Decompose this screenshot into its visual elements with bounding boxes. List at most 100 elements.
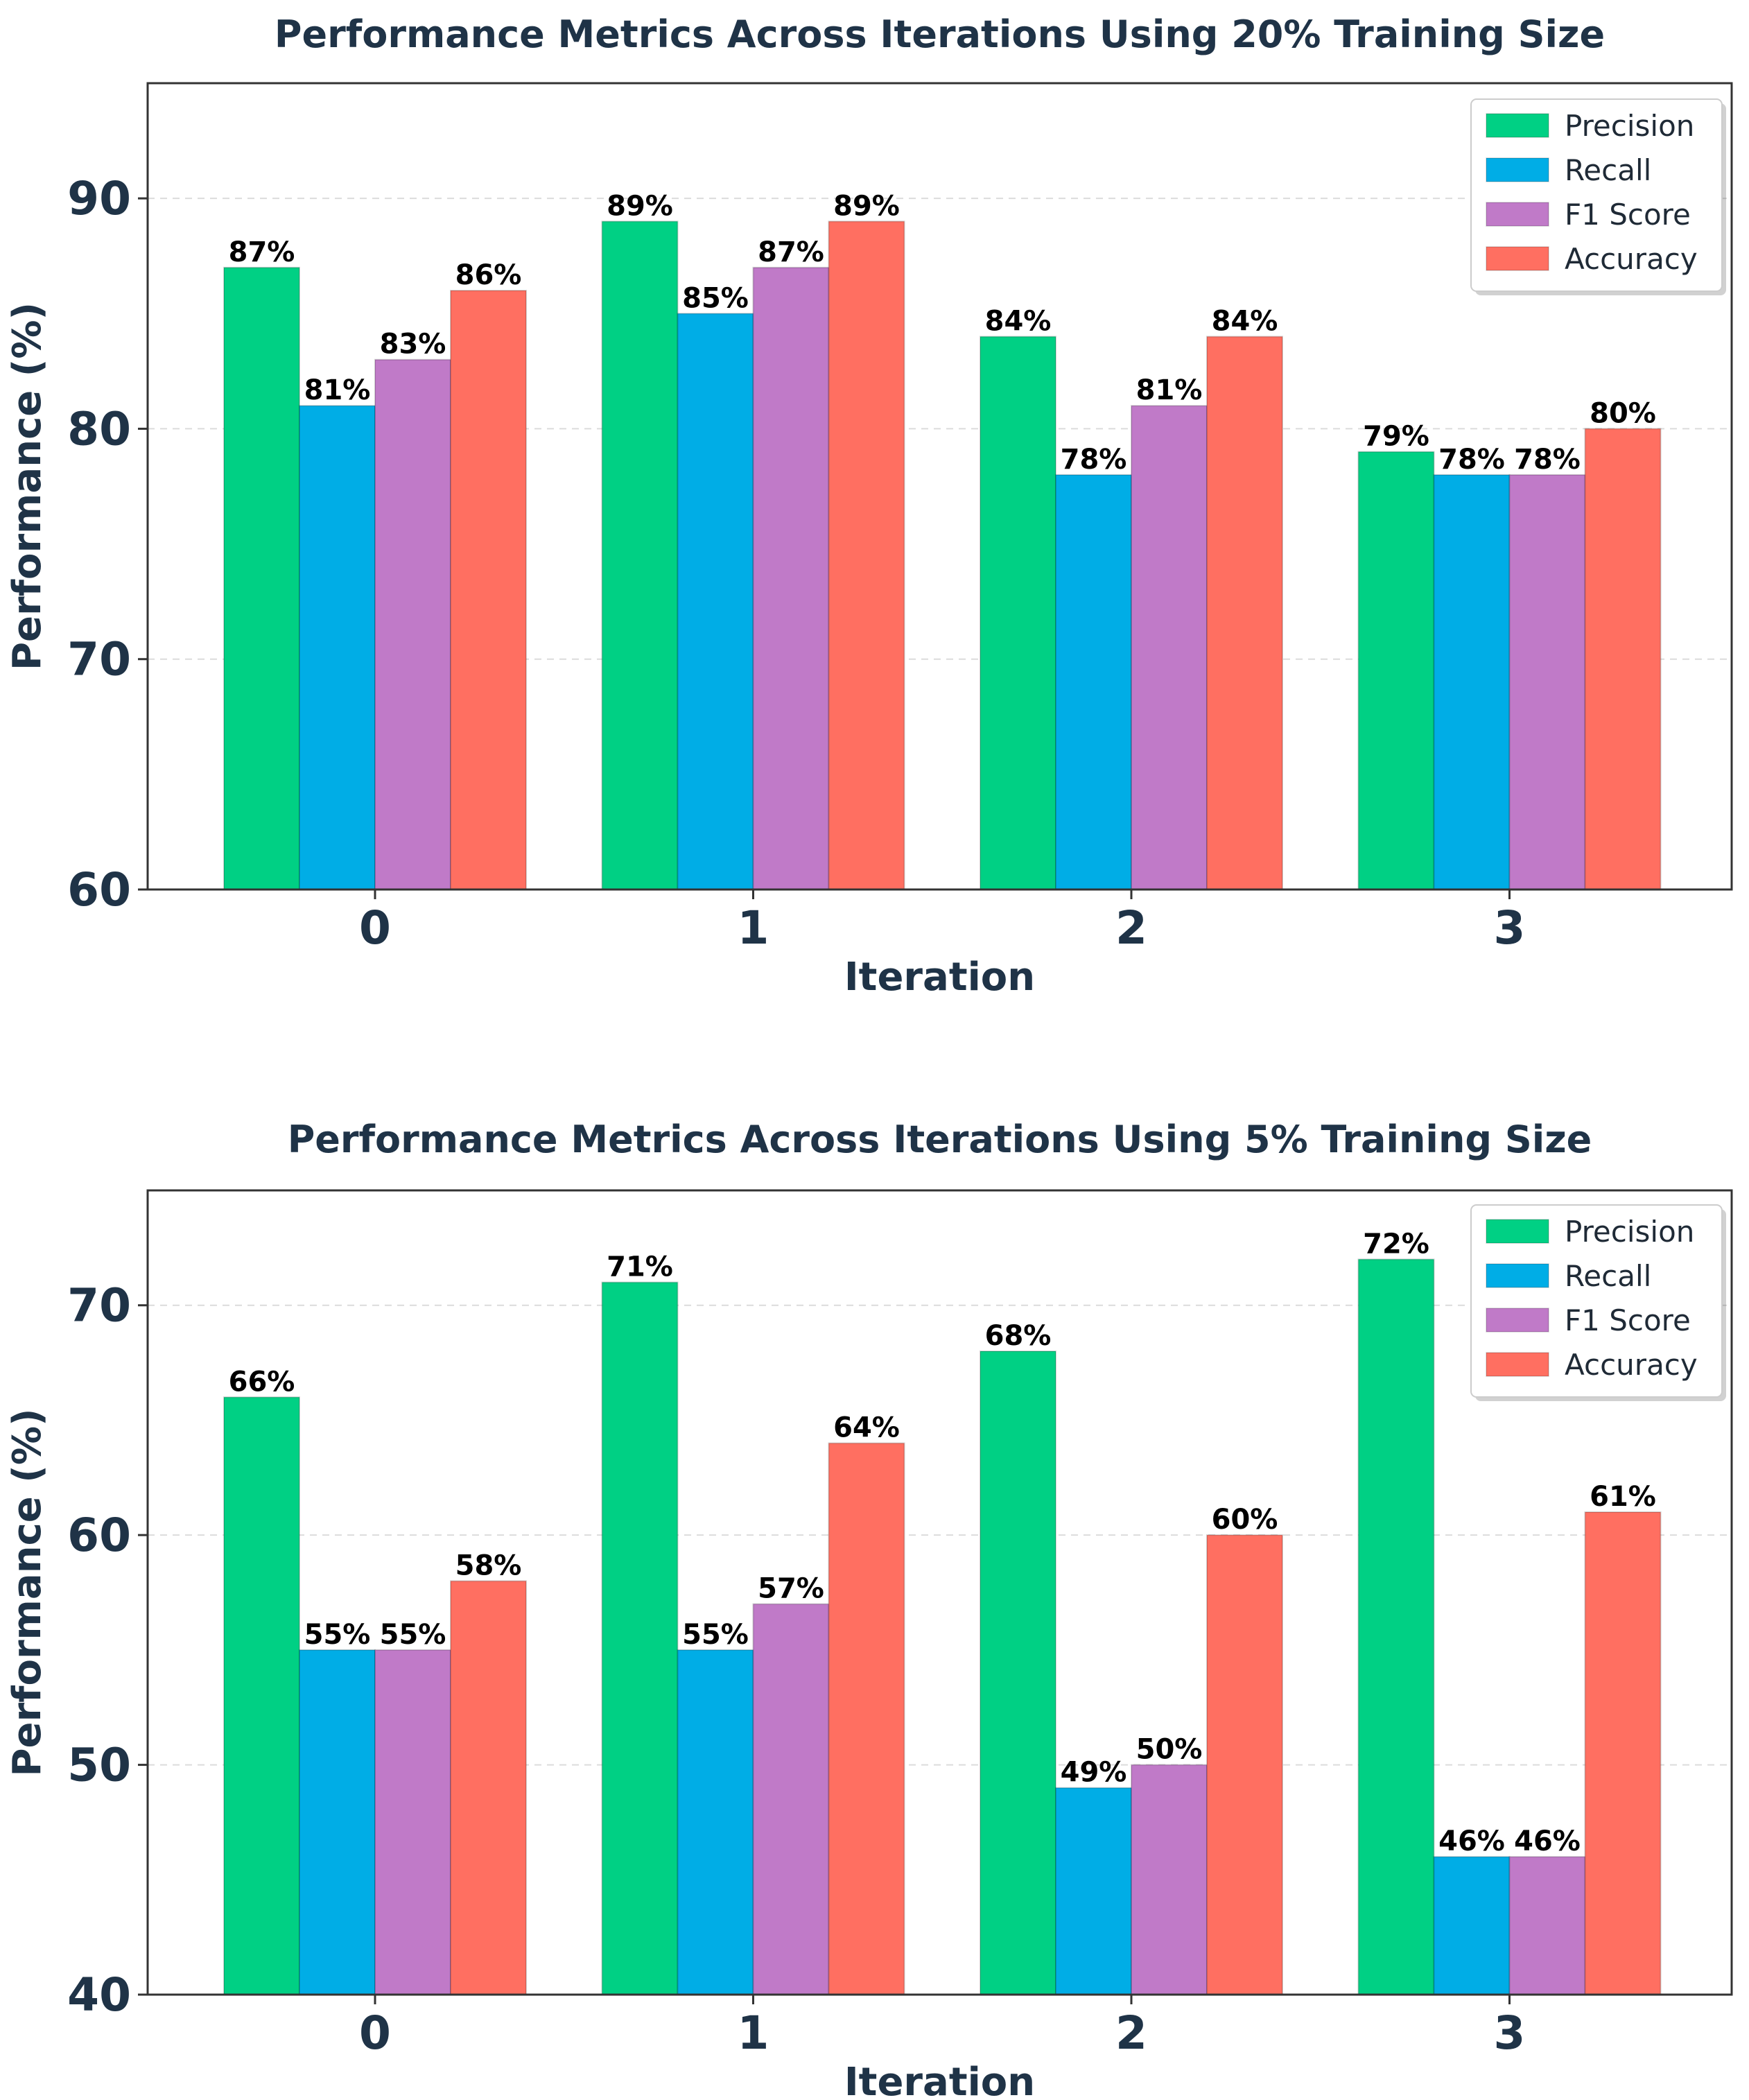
legend-label-f1-score: F1 Score [1565,198,1691,232]
data-label-recall-iter-1: 55% [682,1619,749,1651]
legend-box [1470,1204,1723,1398]
bar-recall-iter-3 [1433,474,1511,890]
data-label-f1-score-iter-0: 55% [380,1619,446,1651]
plot-frame [146,82,1733,891]
bar-precision-iter-2 [980,1351,1056,1995]
data-label-precision-iter-3: 79% [1363,421,1429,453]
legend-label-recall: Recall [1565,1259,1651,1293]
bar-recall-iter-3 [1433,1856,1511,1995]
data-label-recall-iter-1: 85% [682,282,749,314]
legend-swatch-accuracy [1486,246,1549,271]
y-tick-label: 80 [67,402,131,455]
data-label-f1-score-iter-1: 87% [758,236,824,268]
bar-precision-iter-3 [1357,1258,1435,1995]
data-label-precision-iter-2: 68% [985,1320,1052,1352]
bar-f1-score-iter-1 [752,1603,830,1996]
bar-recall-iter-1 [677,313,754,890]
data-label-accuracy-iter-3: 61% [1590,1481,1656,1513]
data-label-precision-iter-0: 66% [229,1366,295,1398]
x-tick-label: 0 [359,901,391,955]
bar-f1-score-iter-2 [1131,405,1208,890]
x-axis-label: Iteration [844,955,1035,1000]
legend-label-accuracy: Accuracy [1565,1348,1698,1382]
data-label-accuracy-iter-0: 58% [455,1550,522,1581]
x-tick-label: 3 [1494,901,1526,955]
data-label-accuracy-iter-1: 89% [833,190,900,222]
bar-accuracy-iter-3 [1584,1511,1662,1995]
legend-box [1470,98,1723,292]
legend-swatch-precision [1486,1219,1549,1244]
x-tick-label: 1 [738,2006,769,2060]
legend-swatch-recall [1486,157,1549,182]
legend-label-f1-score: F1 Score [1565,1303,1691,1337]
x-tick-label: 3 [1494,2006,1526,2060]
bar-f1-score-iter-0 [374,358,451,890]
bar-precision-iter-0 [223,266,300,891]
data-label-accuracy-iter-1: 64% [833,1412,900,1444]
bar-accuracy-iter-1 [828,220,905,891]
data-label-f1-score-iter-1: 57% [758,1573,824,1605]
legend-label-precision: Precision [1565,109,1694,143]
bar-recall-iter-0 [299,1649,376,1996]
bar-f1-score-iter-0 [374,1649,451,1996]
data-label-recall-iter-0: 81% [304,374,371,406]
data-label-precision-iter-2: 84% [985,306,1052,338]
legend: Precision Recall F1 Score Accuracy [1470,98,1726,295]
bar-f1-score-iter-2 [1131,1764,1208,1996]
bar-accuracy-iter-0 [450,1580,527,1995]
bar-accuracy-iter-2 [1206,1534,1283,1995]
bar-precision-iter-1 [601,220,679,891]
bar-precision-iter-0 [223,1396,300,1996]
bar-precision-iter-1 [601,1281,679,1995]
bar-accuracy-iter-3 [1584,428,1662,890]
y-tick-label: 60 [67,1509,131,1562]
x-tick-label: 2 [1115,901,1147,955]
data-label-f1-score-iter-3: 78% [1514,444,1581,476]
data-label-f1-score-iter-0: 83% [380,329,446,361]
y-tick-label: 60 [67,863,131,917]
bar-accuracy-iter-1 [828,1442,905,1996]
y-tick-label: 70 [67,633,131,686]
legend-swatch-f1-score [1486,202,1549,227]
data-label-accuracy-iter-3: 80% [1590,397,1656,429]
chart-title: Performance Metrics Across Iterations Us… [288,1118,1592,1161]
data-label-recall-iter-2: 78% [1061,444,1127,476]
bar-precision-iter-2 [980,336,1056,890]
y-axis-label: Performance (%) [5,302,50,670]
data-label-f1-score-iter-3: 46% [1514,1825,1581,1857]
bar-f1-score-iter-3 [1508,474,1586,890]
legend-swatch-f1-score [1486,1308,1549,1333]
legend: Precision Recall F1 Score Accuracy [1470,1204,1726,1401]
x-tick-label: 1 [738,901,769,955]
y-tick-label: 50 [67,1739,131,1792]
bar-f1-score-iter-3 [1508,1856,1586,1995]
y-axis-label: Performance (%) [5,1408,50,1776]
data-label-recall-iter-3: 78% [1438,444,1505,476]
chart-2: Performance Metrics Across Iterations Us… [5,1118,1733,2100]
y-tick-label: 40 [67,1968,131,2022]
legend-label-recall: Recall [1565,153,1651,187]
legend-label-accuracy: Accuracy [1565,242,1698,276]
data-label-precision-iter-1: 89% [607,190,673,222]
data-label-recall-iter-2: 49% [1061,1757,1127,1789]
data-label-precision-iter-3: 72% [1363,1228,1429,1260]
x-axis-label: Iteration [844,2060,1035,2100]
bar-recall-iter-2 [1055,1787,1132,1996]
bar-recall-iter-1 [677,1649,754,1996]
chart-1: Performance Metrics Across Iterations Us… [5,12,1733,1000]
bar-f1-score-iter-1 [752,266,830,891]
bar-accuracy-iter-0 [450,290,527,890]
legend-swatch-accuracy [1486,1352,1549,1377]
legend-swatch-precision [1486,113,1549,138]
data-label-precision-iter-1: 71% [607,1251,673,1283]
legend-swatch-recall [1486,1263,1549,1288]
chart-title: Performance Metrics Across Iterations Us… [275,12,1605,56]
x-tick-label: 0 [359,2006,391,2060]
data-label-accuracy-iter-0: 86% [455,259,522,291]
data-label-f1-score-iter-2: 50% [1136,1734,1203,1766]
y-tick-label: 70 [67,1279,131,1333]
data-label-recall-iter-3: 46% [1438,1825,1505,1857]
legend-label-precision: Precision [1565,1215,1694,1249]
data-label-accuracy-iter-2: 60% [1212,1504,1278,1536]
